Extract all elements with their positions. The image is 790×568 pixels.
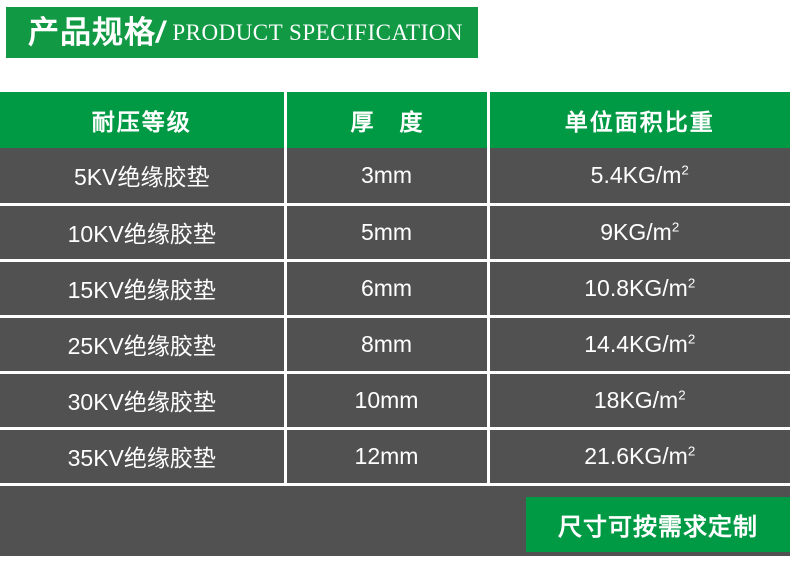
footer-strip: 尺寸可按需求定制 <box>0 494 790 556</box>
cell-weight-superscript: 2 <box>687 274 696 290</box>
cell-weight-value: 14.4KG/m <box>584 330 688 357</box>
column-header-weight: 单位面积比重 <box>486 92 790 148</box>
column-header-thickness-text: 厚度 <box>351 103 423 137</box>
cell-thickness: 3mm <box>283 148 488 206</box>
table-body: 5KV绝缘胶垫 3mm 5.4KG/m2 10KV绝缘胶垫 5mm 9KG/m2… <box>0 148 790 486</box>
cell-weight-value: 5.4KG/m <box>590 161 682 188</box>
cell-weight-superscript: 2 <box>678 386 686 402</box>
cell-weight-value: 18KG/m <box>593 386 679 413</box>
column-header-grade: 耐压等级 <box>0 92 285 148</box>
cell-weight-superscript: 2 <box>687 330 696 346</box>
cell-weight-superscript: 2 <box>671 218 680 234</box>
banner-title-en: PRODUCT SPECIFICATION <box>172 20 463 45</box>
table-row: 25KV绝缘胶垫 8mm 14.4KG/m2 <box>0 316 790 374</box>
specification-table: 耐压等级 厚度 单位面积比重 5KV绝缘胶垫 3mm 5.4KG/m2 10KV… <box>0 92 790 486</box>
cell-weight: 14.4KG/m2 <box>486 316 790 374</box>
cell-thickness: 5mm <box>283 204 488 262</box>
table-row: 30KV绝缘胶垫 10mm 18KG/m2 <box>0 372 790 430</box>
table-row: 35KV绝缘胶垫 12mm 21.6KG/m2 <box>0 428 790 486</box>
cell-weight-superscript: 2 <box>681 162 689 178</box>
cell-weight: 21.6KG/m2 <box>486 428 790 486</box>
column-header-thickness: 厚度 <box>283 92 488 148</box>
cell-grade: 15KV绝缘胶垫 <box>0 260 285 318</box>
cell-grade: 10KV绝缘胶垫 <box>0 204 285 262</box>
table-row: 15KV绝缘胶垫 6mm 10.8KG/m2 <box>0 260 790 318</box>
table-header: 耐压等级 厚度 单位面积比重 <box>0 92 790 148</box>
cell-weight-value: 10.8KG/m <box>584 274 688 301</box>
cell-weight-superscript: 2 <box>687 442 696 458</box>
custom-size-note-label: 尺寸可按需求定制 <box>558 514 758 541</box>
cell-grade: 25KV绝缘胶垫 <box>0 316 285 374</box>
table-header-row: 耐压等级 厚度 单位面积比重 <box>0 92 790 148</box>
cell-weight: 5.4KG/m2 <box>486 148 790 206</box>
cell-grade: 30KV绝缘胶垫 <box>0 372 285 430</box>
banner-separator: / <box>156 15 165 49</box>
cell-grade: 35KV绝缘胶垫 <box>0 428 285 486</box>
custom-size-note: 尺寸可按需求定制 <box>526 497 790 552</box>
thickness-label-part2: 度 <box>399 109 423 135</box>
thickness-label-part1: 厚 <box>350 109 374 135</box>
cell-weight: 9KG/m2 <box>486 204 790 262</box>
section-banner: 产品规格 / PRODUCT SPECIFICATION <box>6 7 478 58</box>
cell-weight: 10.8KG/m2 <box>486 260 790 318</box>
cell-weight: 18KG/m2 <box>486 372 790 430</box>
cell-thickness: 10mm <box>283 372 488 430</box>
specification-table-container: 耐压等级 厚度 单位面积比重 5KV绝缘胶垫 3mm 5.4KG/m2 10KV… <box>0 92 790 556</box>
cell-weight-value: 21.6KG/m <box>584 442 688 469</box>
cell-grade: 5KV绝缘胶垫 <box>0 148 285 206</box>
table-row: 5KV绝缘胶垫 3mm 5.4KG/m2 <box>0 148 790 206</box>
cell-thickness: 12mm <box>283 428 488 486</box>
cell-weight-value: 9KG/m <box>600 218 672 245</box>
cell-thickness: 8mm <box>283 316 488 374</box>
cell-thickness: 6mm <box>283 260 488 318</box>
table-row: 10KV绝缘胶垫 5mm 9KG/m2 <box>0 204 790 262</box>
banner-title-cn: 产品规格 <box>28 15 156 50</box>
